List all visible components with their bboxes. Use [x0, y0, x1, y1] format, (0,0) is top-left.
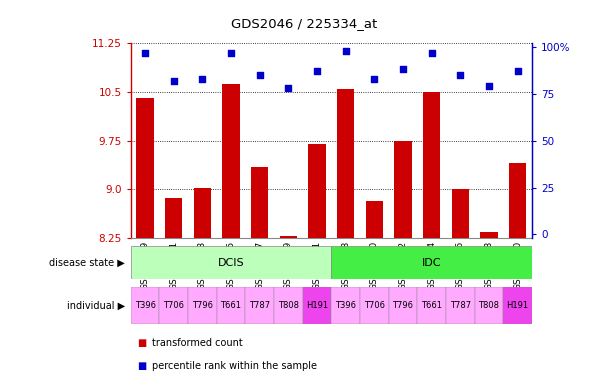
Point — [513, 68, 522, 74]
Point — [455, 72, 465, 78]
Text: T787: T787 — [450, 301, 471, 310]
Bar — [280, 236, 297, 238]
Bar — [136, 98, 154, 238]
Bar — [131, 287, 159, 324]
Bar — [251, 166, 268, 238]
Text: T396: T396 — [134, 301, 156, 310]
Text: T796: T796 — [192, 301, 213, 310]
Text: GDS2046 / 225334_at: GDS2046 / 225334_at — [231, 17, 377, 30]
Text: T661: T661 — [421, 301, 442, 310]
Bar — [417, 287, 446, 324]
Bar — [503, 287, 532, 324]
Bar — [246, 287, 274, 324]
Text: percentile rank within the sample: percentile rank within the sample — [152, 361, 317, 370]
Text: T706: T706 — [163, 301, 184, 310]
Text: disease state ▶: disease state ▶ — [49, 258, 125, 267]
Bar — [452, 189, 469, 238]
Bar — [331, 287, 360, 324]
Bar — [509, 164, 527, 238]
Text: ■: ■ — [137, 361, 146, 370]
Bar — [423, 92, 440, 238]
Text: ■: ■ — [137, 338, 146, 348]
Text: individual ▶: individual ▶ — [66, 301, 125, 310]
Point — [140, 50, 150, 55]
Bar — [389, 287, 417, 324]
Bar — [475, 287, 503, 324]
Bar — [446, 287, 475, 324]
Text: T808: T808 — [478, 301, 500, 310]
Text: IDC: IDC — [422, 258, 441, 267]
Bar — [216, 287, 246, 324]
Text: transformed count: transformed count — [152, 338, 243, 348]
Bar — [188, 287, 216, 324]
Bar — [274, 287, 303, 324]
Bar — [303, 287, 331, 324]
Point — [198, 76, 207, 82]
Bar — [159, 287, 188, 324]
Point — [427, 50, 437, 55]
Point — [255, 72, 264, 78]
Bar — [165, 198, 182, 238]
Point — [370, 76, 379, 82]
Point — [226, 50, 236, 55]
Bar — [337, 88, 354, 238]
Bar — [223, 84, 240, 238]
Bar — [131, 246, 331, 279]
Bar — [308, 144, 326, 238]
Text: T796: T796 — [393, 301, 413, 310]
Bar — [366, 201, 383, 238]
Point — [398, 66, 408, 72]
Text: T787: T787 — [249, 301, 271, 310]
Text: H191: H191 — [506, 301, 529, 310]
Bar — [331, 246, 532, 279]
Text: T706: T706 — [364, 301, 385, 310]
Point — [283, 85, 293, 91]
Text: DCIS: DCIS — [218, 258, 244, 267]
Bar — [360, 287, 389, 324]
Text: T396: T396 — [335, 301, 356, 310]
Bar — [194, 188, 211, 238]
Bar — [480, 232, 497, 238]
Text: H191: H191 — [306, 301, 328, 310]
Point — [169, 78, 179, 84]
Text: T808: T808 — [278, 301, 299, 310]
Text: T661: T661 — [221, 301, 241, 310]
Point — [312, 68, 322, 74]
Point — [341, 48, 351, 54]
Point — [484, 83, 494, 89]
Bar — [395, 141, 412, 238]
